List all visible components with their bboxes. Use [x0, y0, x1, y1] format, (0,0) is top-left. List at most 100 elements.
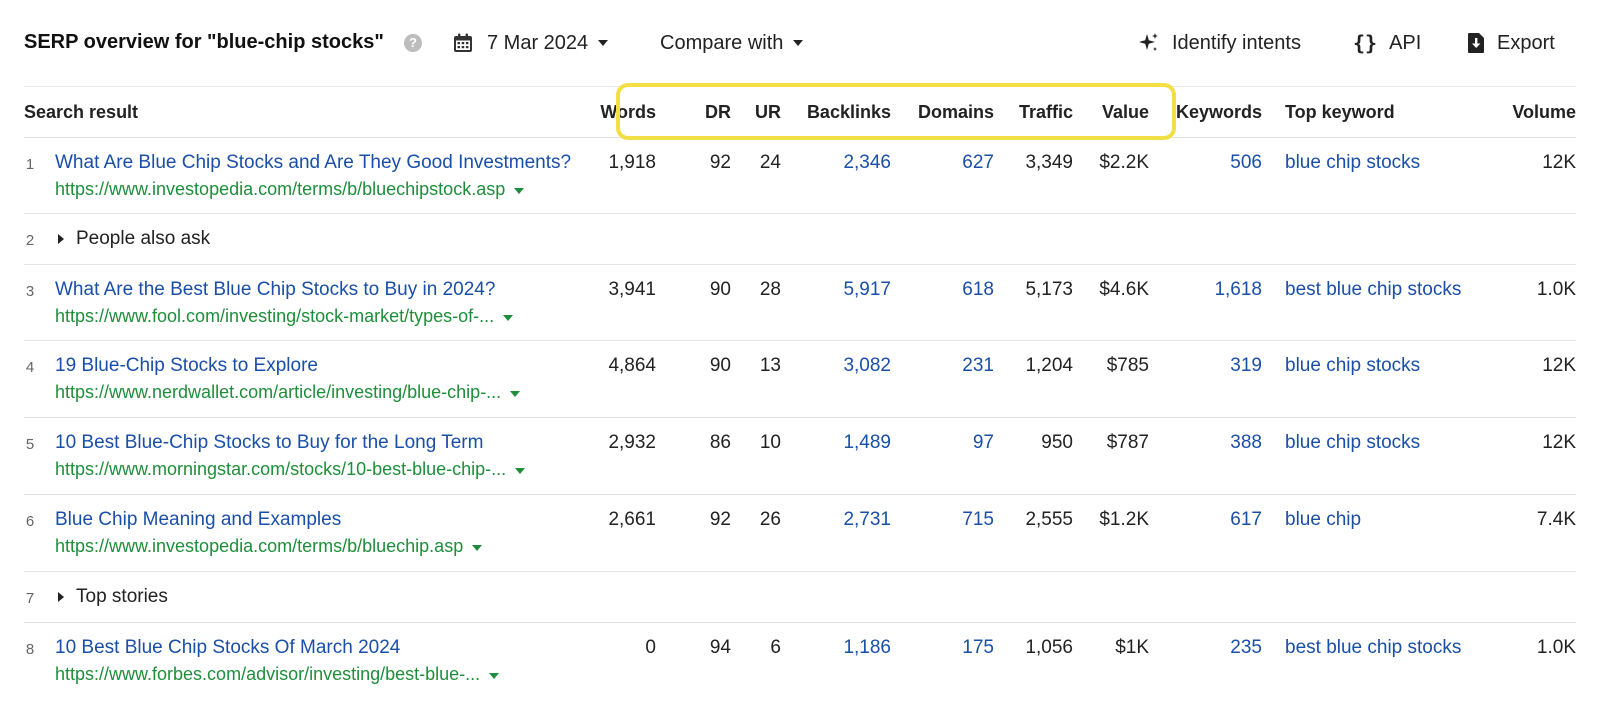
top-keyword-link[interactable]: blue chip stocks [1285, 355, 1421, 376]
download-file-icon [1468, 33, 1484, 53]
dr-cell: 90 [709, 279, 731, 300]
code-braces-icon: {} [1353, 31, 1378, 55]
ur-cell: 28 [759, 279, 781, 300]
chevron-down-icon[interactable] [489, 673, 500, 679]
table-row: 4 19 Blue-Chip Stocks to Explore https:/… [24, 341, 1576, 418]
serp-feature-label: People also ask [76, 228, 211, 249]
export-button[interactable]: Export [1467, 28, 1555, 58]
table-row-feature: 7 Top stories [24, 572, 1576, 623]
keywords-link[interactable]: 506 [1230, 152, 1262, 173]
keywords-link[interactable]: 1,618 [1214, 279, 1262, 300]
words-cell: 1,918 [608, 152, 656, 173]
col-words[interactable]: Words [600, 102, 656, 122]
top-stories-toggle[interactable]: Top stories [55, 586, 168, 608]
domains-link[interactable]: 618 [962, 279, 994, 300]
domains-link[interactable]: 97 [972, 432, 994, 453]
domains-link[interactable]: 715 [962, 509, 994, 530]
identify-intents-button[interactable]: Identify intents [1138, 28, 1301, 58]
chevron-down-icon[interactable] [510, 391, 521, 397]
top-keyword-link[interactable]: blue chip [1285, 509, 1362, 530]
table-row: 6 Blue Chip Meaning and Examples https:/… [24, 495, 1576, 572]
table-row: 3 What Are the Best Blue Chip Stocks to … [24, 265, 1576, 341]
table-row-feature: 2 People also ask [24, 214, 1576, 265]
ur-cell: 24 [759, 152, 781, 173]
chevron-down-icon[interactable] [472, 545, 483, 551]
date-label: 7 Mar 2024 [487, 31, 589, 54]
api-button[interactable]: {} API [1353, 28, 1421, 58]
domains-link[interactable]: 231 [962, 355, 994, 376]
domains-link[interactable]: 627 [962, 152, 994, 173]
caret-right-icon [58, 592, 64, 602]
backlinks-link[interactable]: 3,082 [843, 355, 891, 376]
export-label: Export [1497, 31, 1555, 54]
table-row: 5 10 Best Blue-Chip Stocks to Buy for th… [24, 418, 1576, 495]
result-url-link[interactable]: https://www.nerdwallet.com/article/inves… [55, 382, 521, 403]
col-search-result[interactable]: Search result [24, 102, 139, 122]
backlinks-link[interactable]: 1,489 [843, 432, 891, 453]
result-title-link[interactable]: 19 Blue-Chip Stocks to Explore [55, 355, 318, 376]
result-url-link[interactable]: https://www.investopedia.com/terms/b/blu… [55, 179, 525, 200]
chevron-down-icon [598, 40, 609, 46]
top-keyword-link[interactable]: blue chip stocks [1285, 152, 1421, 173]
chevron-down-icon[interactable] [514, 188, 525, 194]
ur-cell: 10 [759, 432, 781, 453]
keywords-link[interactable]: 319 [1230, 355, 1262, 376]
col-dr[interactable]: DR [705, 102, 731, 122]
dr-cell: 94 [709, 637, 731, 658]
dr-cell: 92 [709, 152, 731, 173]
domains-link[interactable]: 175 [962, 637, 994, 658]
traffic-cell: 1,204 [1025, 355, 1073, 376]
words-cell: 0 [645, 637, 656, 658]
result-url-link[interactable]: https://www.fool.com/investing/stock-mar… [55, 306, 514, 327]
result-title-link[interactable]: What Are the Best Blue Chip Stocks to Bu… [55, 279, 496, 300]
result-title-link[interactable]: What Are Blue Chip Stocks and Are They G… [55, 152, 572, 173]
col-volume[interactable]: Volume [1512, 102, 1576, 122]
chevron-down-icon[interactable] [515, 468, 526, 474]
chevron-down-icon[interactable] [503, 315, 514, 321]
dr-cell: 92 [709, 509, 731, 530]
result-url-link[interactable]: https://www.investopedia.com/terms/b/blu… [55, 536, 483, 557]
date-picker-button[interactable]: 7 Mar 2024 [453, 28, 609, 58]
result-title-link[interactable]: 10 Best Blue Chip Stocks Of March 2024 [55, 637, 401, 658]
help-icon[interactable]: ? [404, 34, 422, 52]
result-url-link[interactable]: https://www.morningstar.com/stocks/10-be… [55, 459, 526, 480]
col-keywords[interactable]: Keywords [1175, 102, 1262, 122]
row-number: 7 [25, 590, 35, 607]
keywords-link[interactable]: 388 [1230, 432, 1262, 453]
top-keyword-link[interactable]: blue chip stocks [1285, 432, 1421, 453]
backlinks-link[interactable]: 1,186 [843, 637, 891, 658]
result-url: https://www.investopedia.com/terms/b/blu… [55, 536, 464, 556]
col-top-keyword[interactable]: Top keyword [1285, 102, 1395, 122]
result-url: https://www.investopedia.com/terms/b/blu… [55, 179, 506, 199]
result-url: https://www.fool.com/investing/stock-mar… [55, 306, 495, 326]
keywords-link[interactable]: 617 [1230, 509, 1262, 530]
traffic-cell: 1,056 [1025, 637, 1073, 658]
result-url: https://www.morningstar.com/stocks/10-be… [55, 459, 507, 479]
backlinks-link[interactable]: 5,917 [843, 279, 891, 300]
people-also-ask-toggle[interactable]: People also ask [55, 228, 210, 250]
top-keyword-link[interactable]: best blue chip stocks [1285, 279, 1462, 300]
col-traffic[interactable]: Traffic [1018, 102, 1073, 122]
result-url-link[interactable]: https://www.forbes.com/advisor/investing… [55, 664, 500, 685]
caret-right-icon [58, 234, 64, 244]
value-cell: $2.2K [1099, 152, 1149, 173]
backlinks-link[interactable]: 2,731 [843, 509, 891, 530]
chevron-down-icon [793, 40, 804, 46]
result-url: https://www.nerdwallet.com/article/inves… [55, 382, 502, 402]
col-domains[interactable]: Domains [917, 102, 994, 122]
row-number: 5 [25, 436, 35, 453]
compare-with-button[interactable]: Compare with [660, 28, 804, 58]
sparkle-icon [1139, 33, 1158, 51]
col-ur[interactable]: UR [755, 102, 781, 122]
keywords-link[interactable]: 235 [1230, 637, 1262, 658]
col-backlinks[interactable]: Backlinks [806, 102, 891, 122]
traffic-cell: 2,555 [1025, 509, 1073, 530]
result-title-link[interactable]: 10 Best Blue-Chip Stocks to Buy for the … [55, 432, 484, 453]
dr-cell: 90 [709, 355, 731, 376]
top-keyword-link[interactable]: best blue chip stocks [1285, 637, 1462, 658]
ur-cell: 6 [770, 637, 781, 658]
col-value[interactable]: Value [1101, 102, 1149, 122]
result-title-link[interactable]: Blue Chip Meaning and Examples [55, 509, 342, 530]
backlinks-link[interactable]: 2,346 [843, 152, 891, 173]
table-row: 8 10 Best Blue Chip Stocks Of March 2024… [24, 623, 1576, 699]
